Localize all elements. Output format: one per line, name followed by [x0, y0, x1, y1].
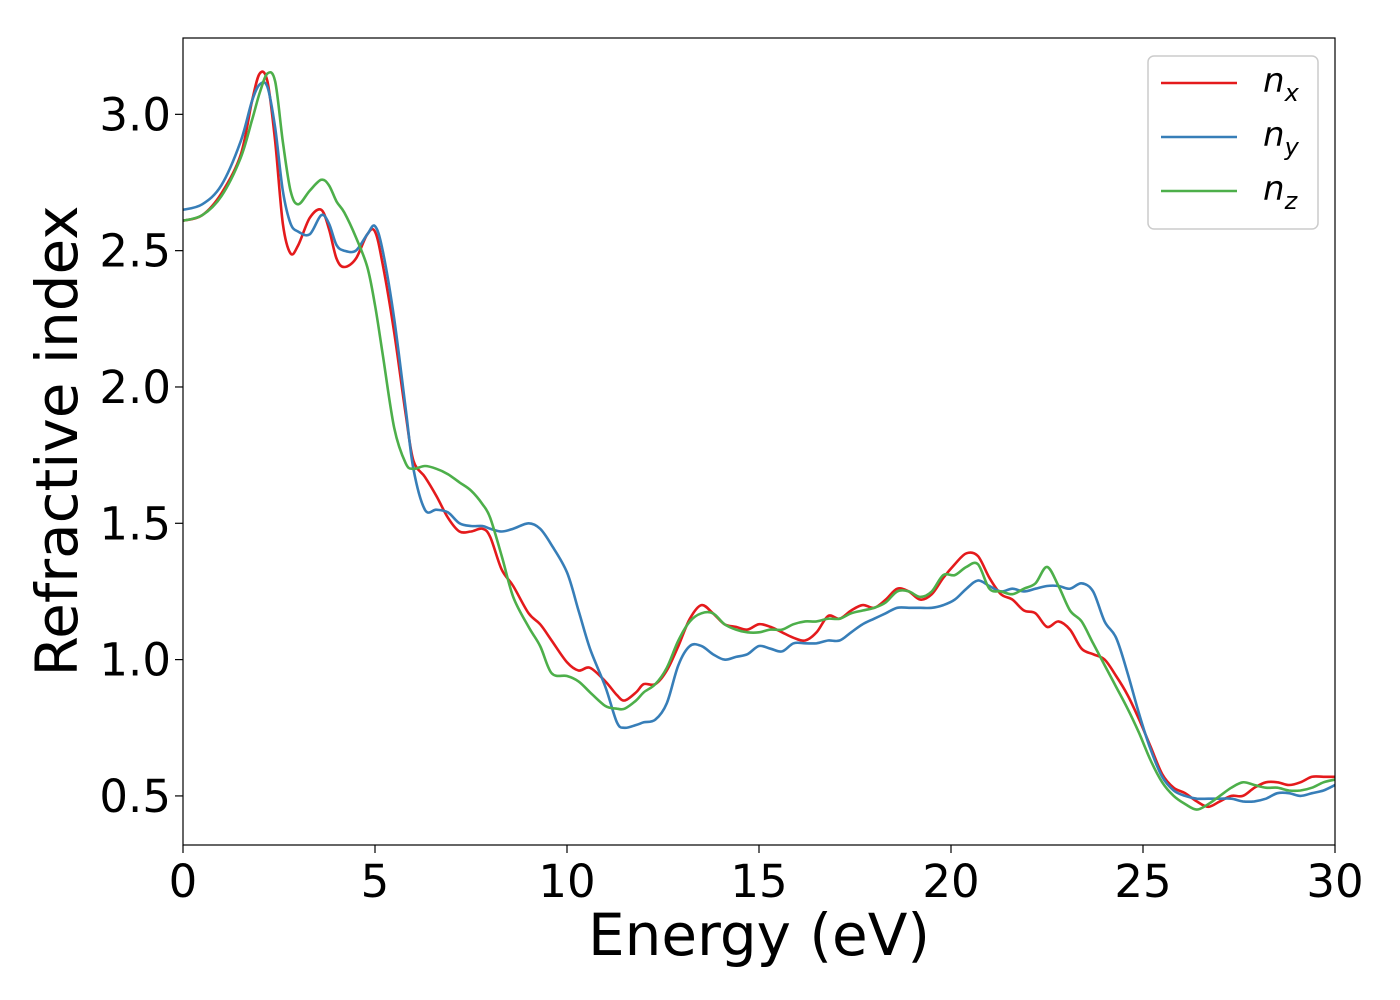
x-tick-label: 10 — [538, 855, 595, 908]
x-tick-label: 25 — [1114, 855, 1171, 908]
x-axis: 0 5 10 15 20 25 30 — [169, 845, 1364, 908]
legend-label-y: ny — [1263, 115, 1300, 161]
x-tick-label: 5 — [361, 855, 390, 908]
y-axis-label: Refractive index — [23, 205, 91, 676]
y-tick-label: 3.0 — [99, 88, 171, 141]
y-tick-label: 2.5 — [99, 225, 171, 278]
legend-label-x: nx — [1263, 61, 1300, 107]
series-line-z — [182, 70, 1336, 811]
y-tick-label: 2.0 — [99, 361, 171, 414]
y-tick-label: 1.0 — [99, 634, 171, 687]
legend-box — [1147, 55, 1319, 230]
y-tick-label: 1.5 — [99, 497, 171, 550]
x-tick-label: 15 — [730, 855, 787, 908]
x-axis-label: Energy (eV) — [588, 901, 930, 969]
y-tick-label: 0.5 — [99, 770, 171, 823]
plot-background — [183, 38, 1335, 845]
x-tick-label: 0 — [169, 855, 198, 908]
legend-label-z: nz — [1263, 169, 1299, 215]
legend: nx ny nz — [1147, 55, 1319, 230]
x-tick-label: 20 — [922, 855, 979, 908]
x-tick-label: 30 — [1306, 855, 1363, 908]
y-axis: 0.5 1.0 1.5 2.0 2.5 3.0 — [99, 88, 183, 823]
series-line-y — [182, 80, 1336, 803]
series-layer — [182, 70, 1336, 811]
